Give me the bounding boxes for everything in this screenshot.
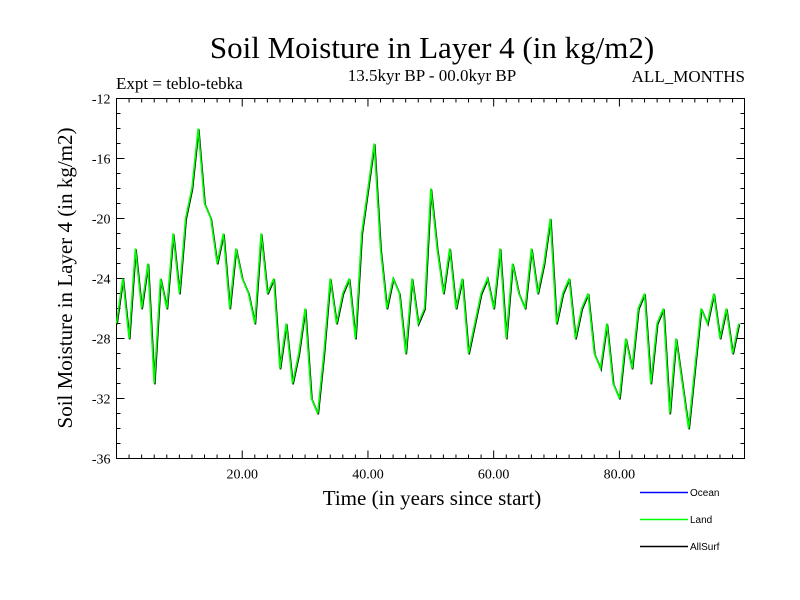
series-line-allsurf [116,129,741,430]
legend: Ocean Land AllSurf [640,488,720,553]
y-tick-label: -12 [92,93,111,108]
x-tick-label: 20.00 [226,468,258,483]
y-axis-label: Soil Moisture in Layer 4 (in kg/m2) [53,128,77,429]
time-range-label: 13.5kyr BP - 00.0kyr BP [348,66,516,85]
plot-frame [116,98,745,459]
x-axis-ticks: 20.00 40.00 60.00 80.00 [116,98,734,483]
months-label: ALL_MONTHS [632,67,745,86]
y-tick-label: -36 [92,453,111,468]
y-tick-label: -28 [92,333,111,348]
x-tick-label: 40.00 [352,468,384,483]
x-axis-label: Time (in years since start) [323,486,542,510]
x-tick-label: 80.00 [604,468,636,483]
y-axis-ticks: -12 -16 -20 -24 -28 -32 -36 [92,93,745,468]
y-tick-label: -20 [92,213,111,228]
series-group [115,128,741,430]
legend-label-ocean: Ocean [690,488,719,499]
chart-title: Soil Moisture in Layer 4 (in kg/m2) [210,30,654,65]
legend-label-land: Land [690,515,712,526]
legend-label-allsurf: AllSurf [690,542,720,553]
y-tick-label: -32 [92,393,111,408]
x-tick-label: 60.00 [478,468,510,483]
y-tick-label: -24 [92,273,111,288]
series-line-land [115,128,740,429]
experiment-label: Expt = teblo-tebka [116,74,243,93]
y-tick-label: -16 [92,153,111,168]
